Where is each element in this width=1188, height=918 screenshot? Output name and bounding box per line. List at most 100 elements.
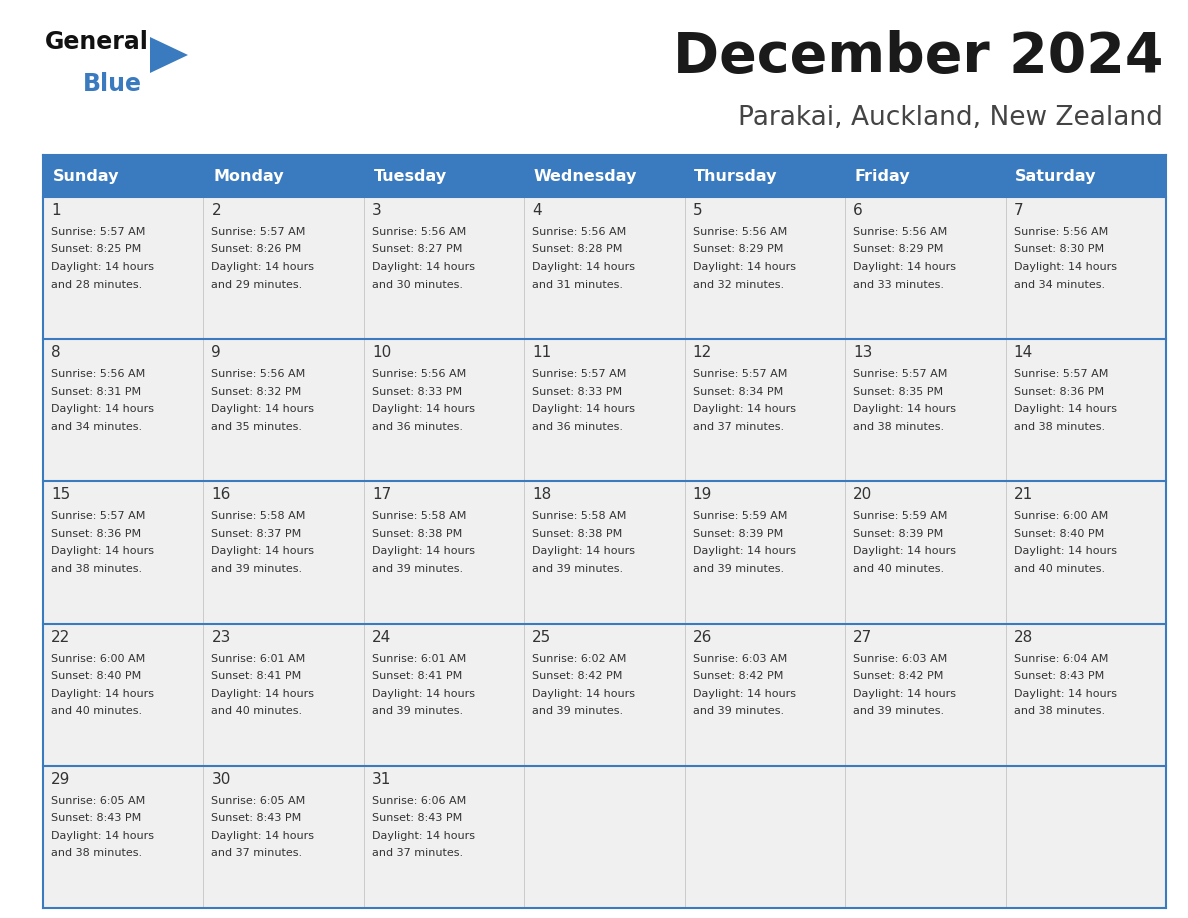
Bar — [43, 339, 203, 481]
Text: Daylight: 14 hours: Daylight: 14 hours — [532, 688, 636, 699]
Text: Sunset: 8:43 PM: Sunset: 8:43 PM — [51, 813, 141, 823]
Text: Sunrise: 5:57 AM: Sunrise: 5:57 AM — [1013, 369, 1108, 379]
Text: and 37 minutes.: and 37 minutes. — [211, 848, 303, 858]
Text: Sunrise: 5:58 AM: Sunrise: 5:58 AM — [532, 511, 627, 521]
Text: Thursday: Thursday — [694, 169, 778, 184]
Text: Daylight: 14 hours: Daylight: 14 hours — [372, 688, 475, 699]
Bar — [364, 623, 524, 766]
Bar — [203, 623, 364, 766]
Text: Sunrise: 5:56 AM: Sunrise: 5:56 AM — [51, 369, 145, 379]
Text: Daylight: 14 hours: Daylight: 14 hours — [211, 831, 315, 841]
Text: Daylight: 14 hours: Daylight: 14 hours — [693, 546, 796, 556]
Text: Daylight: 14 hours: Daylight: 14 hours — [372, 262, 475, 272]
Text: Sunrise: 5:56 AM: Sunrise: 5:56 AM — [211, 369, 305, 379]
Bar — [1005, 766, 1165, 908]
Text: Sunrise: 6:01 AM: Sunrise: 6:01 AM — [372, 654, 466, 664]
Text: 30: 30 — [211, 772, 230, 787]
Text: Sunset: 8:43 PM: Sunset: 8:43 PM — [1013, 671, 1104, 681]
Text: Daylight: 14 hours: Daylight: 14 hours — [1013, 404, 1117, 414]
Text: Sunrise: 5:58 AM: Sunrise: 5:58 AM — [211, 511, 305, 521]
Text: Daylight: 14 hours: Daylight: 14 hours — [532, 262, 636, 272]
Text: Friday: Friday — [855, 169, 910, 184]
Text: Sunset: 8:28 PM: Sunset: 8:28 PM — [532, 244, 623, 254]
Text: Sunset: 8:33 PM: Sunset: 8:33 PM — [372, 386, 462, 397]
Text: Sunrise: 6:05 AM: Sunrise: 6:05 AM — [211, 796, 305, 806]
Text: 24: 24 — [372, 630, 391, 644]
Text: Daylight: 14 hours: Daylight: 14 hours — [853, 262, 956, 272]
Bar — [364, 155, 524, 197]
Bar — [1005, 339, 1165, 481]
Text: Sunset: 8:43 PM: Sunset: 8:43 PM — [211, 813, 302, 823]
Text: and 39 minutes.: and 39 minutes. — [532, 564, 624, 574]
Text: Sunrise: 5:57 AM: Sunrise: 5:57 AM — [693, 369, 788, 379]
Bar — [684, 339, 845, 481]
Text: 18: 18 — [532, 487, 551, 502]
Text: Sunset: 8:25 PM: Sunset: 8:25 PM — [51, 244, 141, 254]
Text: Sunrise: 5:57 AM: Sunrise: 5:57 AM — [51, 227, 145, 237]
Bar — [43, 155, 203, 197]
Text: 23: 23 — [211, 630, 230, 644]
Text: Daylight: 14 hours: Daylight: 14 hours — [532, 546, 636, 556]
Text: Sunset: 8:38 PM: Sunset: 8:38 PM — [532, 529, 623, 539]
Text: Daylight: 14 hours: Daylight: 14 hours — [51, 262, 154, 272]
Bar — [524, 481, 684, 623]
Text: Sunset: 8:41 PM: Sunset: 8:41 PM — [211, 671, 302, 681]
Text: 6: 6 — [853, 203, 862, 218]
Text: Sunset: 8:33 PM: Sunset: 8:33 PM — [532, 386, 623, 397]
Text: Sunset: 8:41 PM: Sunset: 8:41 PM — [372, 671, 462, 681]
Bar — [524, 766, 684, 908]
Text: 11: 11 — [532, 345, 551, 360]
Text: and 32 minutes.: and 32 minutes. — [693, 279, 784, 289]
Text: and 33 minutes.: and 33 minutes. — [853, 279, 944, 289]
Text: Sunrise: 5:57 AM: Sunrise: 5:57 AM — [532, 369, 627, 379]
Text: and 39 minutes.: and 39 minutes. — [693, 706, 784, 716]
Text: and 31 minutes.: and 31 minutes. — [532, 279, 624, 289]
Bar — [684, 623, 845, 766]
Text: and 35 minutes.: and 35 minutes. — [211, 421, 303, 431]
Text: Sunrise: 6:00 AM: Sunrise: 6:00 AM — [1013, 511, 1108, 521]
Text: and 39 minutes.: and 39 minutes. — [853, 706, 944, 716]
Text: Wednesday: Wednesday — [533, 169, 637, 184]
Text: Daylight: 14 hours: Daylight: 14 hours — [51, 546, 154, 556]
Bar — [845, 766, 1005, 908]
Text: and 38 minutes.: and 38 minutes. — [1013, 421, 1105, 431]
Text: Sunset: 8:36 PM: Sunset: 8:36 PM — [51, 529, 141, 539]
Text: Daylight: 14 hours: Daylight: 14 hours — [372, 546, 475, 556]
Text: and 38 minutes.: and 38 minutes. — [51, 564, 143, 574]
Bar — [203, 766, 364, 908]
Text: Tuesday: Tuesday — [373, 169, 447, 184]
Text: 10: 10 — [372, 345, 391, 360]
Text: and 36 minutes.: and 36 minutes. — [372, 421, 463, 431]
Text: 29: 29 — [51, 772, 70, 787]
Text: Sunday: Sunday — [52, 169, 119, 184]
Text: Sunset: 8:43 PM: Sunset: 8:43 PM — [372, 813, 462, 823]
Text: and 28 minutes.: and 28 minutes. — [51, 279, 143, 289]
Text: and 34 minutes.: and 34 minutes. — [1013, 279, 1105, 289]
Polygon shape — [150, 37, 188, 73]
Text: 14: 14 — [1013, 345, 1032, 360]
Text: 22: 22 — [51, 630, 70, 644]
Text: Sunset: 8:26 PM: Sunset: 8:26 PM — [211, 244, 302, 254]
Text: Sunrise: 5:56 AM: Sunrise: 5:56 AM — [1013, 227, 1108, 237]
Bar — [845, 155, 1005, 197]
Text: and 38 minutes.: and 38 minutes. — [853, 421, 944, 431]
Bar — [43, 481, 203, 623]
Bar — [203, 155, 364, 197]
Text: 4: 4 — [532, 203, 542, 218]
Text: Monday: Monday — [213, 169, 284, 184]
Text: Sunrise: 5:58 AM: Sunrise: 5:58 AM — [372, 511, 466, 521]
Text: 27: 27 — [853, 630, 872, 644]
Bar — [364, 339, 524, 481]
Text: and 39 minutes.: and 39 minutes. — [372, 564, 463, 574]
Text: Daylight: 14 hours: Daylight: 14 hours — [853, 688, 956, 699]
Bar — [684, 766, 845, 908]
Text: Sunset: 8:29 PM: Sunset: 8:29 PM — [693, 244, 783, 254]
Text: Daylight: 14 hours: Daylight: 14 hours — [372, 404, 475, 414]
Text: Daylight: 14 hours: Daylight: 14 hours — [211, 688, 315, 699]
Text: and 40 minutes.: and 40 minutes. — [51, 706, 143, 716]
Text: and 38 minutes.: and 38 minutes. — [1013, 706, 1105, 716]
Text: 13: 13 — [853, 345, 872, 360]
Text: Daylight: 14 hours: Daylight: 14 hours — [1013, 262, 1117, 272]
Text: Sunrise: 5:56 AM: Sunrise: 5:56 AM — [532, 227, 626, 237]
Text: Daylight: 14 hours: Daylight: 14 hours — [51, 404, 154, 414]
